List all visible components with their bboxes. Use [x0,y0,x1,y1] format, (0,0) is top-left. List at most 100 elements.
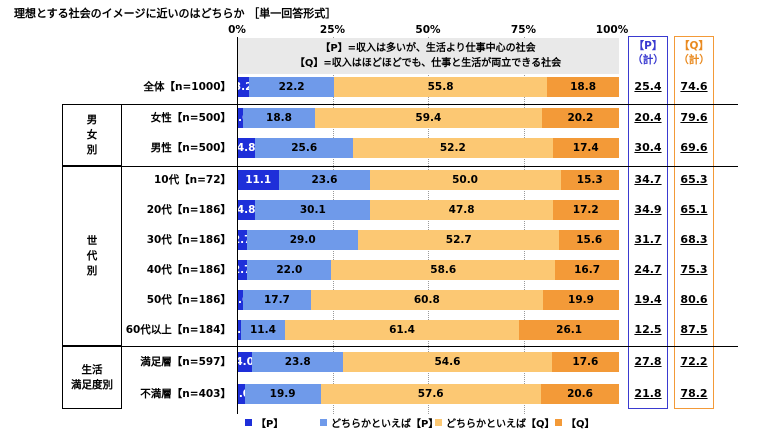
p-total-value: 20.4 [634,111,662,124]
axis-tick-100: 100% [595,24,629,36]
axis-line [237,37,238,414]
axis-tick-50: 50% [415,24,441,36]
bar-segment-lean-p: 22.0 [247,260,332,280]
p-total-value: 27.8 [634,355,662,368]
q-total-value: 65.3 [680,173,708,186]
data-label: 15.3 [576,174,603,186]
data-label: 47.8 [448,204,475,216]
bar-segment-q: 17.6 [551,352,619,372]
data-label: 23.8 [284,356,311,368]
row-label: 不満層【n=403】 [140,388,231,400]
data-label: 16.7 [574,264,601,276]
legend-swatch [320,419,327,426]
legend-label: どちらかといえば【P】 [331,419,439,430]
bar-segment-q: 17.2 [552,200,619,220]
data-label: 57.6 [417,388,444,400]
bar-segment-lean-p: 30.1 [255,200,371,220]
q-total-value: 72.2 [680,355,708,368]
separator-2 [62,166,738,167]
bar-segment-lean-p: 19.9 [244,384,321,404]
gridline-50 [428,37,429,414]
data-label: 23.6 [311,174,338,186]
bar-segment-q: 15.6 [559,230,619,250]
bar-segment-p: 2.0 [232,384,250,404]
data-label: 29.0 [289,234,316,246]
row-label: 男性【n=500】 [150,142,231,154]
separator-3 [62,346,738,347]
bar-segment-q: 17.4 [552,138,619,158]
data-label: 55.8 [427,81,454,93]
q-total-value: 65.1 [680,203,708,216]
bar-segment-lean-p: 23.6 [279,170,370,190]
legend-item-q: 【Q】 [555,415,595,430]
p-total-header-line1: 【P】 [633,40,663,52]
row-label: 全体【n=1000】 [143,81,232,93]
data-label: 54.6 [434,356,461,368]
legend-item-lean-q: どちらかといえば【Q】 [435,415,555,430]
bar-segment-q: 15.3 [560,170,619,190]
data-label: 3.2 [233,81,253,93]
q-total-value: 74.6 [680,80,708,93]
data-label: 58.6 [430,264,457,276]
separator-1 [62,104,738,105]
p-total-value: 25.4 [634,80,662,93]
axis-tick-75: 75% [510,24,537,36]
bar-segment-lean-p: 11.4 [241,320,285,340]
axis-tick-25: 25% [319,24,346,36]
bar-segment-lean-p: 23.8 [252,352,344,372]
legend-label: 【Q】 [566,419,595,430]
row-label: 30代【n=186】 [146,234,231,246]
definition-box: 【P】=収入は多いが、生活より仕事中心の社会 【Q】=収入はほどほどでも、仕事と… [237,38,619,74]
definition-q: 【Q】=収入はほどほどでも、仕事と生活が両立できる社会 [294,58,562,69]
bar-segment-lean-p: 25.6 [255,138,354,158]
group-label-line: 世 [86,234,98,247]
gridline-25 [332,37,334,414]
bar-segment-q: 19.9 [542,290,619,310]
data-label: 4.8 [236,142,256,154]
group-label-line: 代 [86,249,98,262]
group-label-line: 満足度別 [71,378,113,391]
data-label: 18.8 [266,112,292,124]
bar-segment-lean-p: 18.8 [243,108,315,128]
group-satisfaction: 生活 満足度別 [62,346,122,409]
data-label: 30.1 [299,204,326,216]
data-label: 60.8 [413,294,440,306]
legend-item-lean-p: どちらかといえば【P】 [320,415,438,430]
bar-segment-lean-q: 61.4 [284,320,520,340]
bar-segment-q: 16.7 [555,260,619,280]
q-total-value: 87.5 [680,323,708,336]
row-label: 女性【n=500】 [150,112,231,124]
data-label: 17.7 [263,294,290,306]
data-label: 17.4 [572,142,599,154]
legend-swatch [245,419,252,426]
p-total-value: 24.7 [634,263,662,276]
p-total-value: 19.4 [634,293,662,306]
data-label: 59.4 [415,112,442,124]
bar-segment-lean-p: 29.0 [247,230,359,250]
data-label: 26.1 [556,324,583,336]
p-total-header: 【P】 （計） [628,39,668,67]
bar-segment-p: 2.7 [233,230,251,250]
group-label-line: 別 [86,143,98,156]
data-label: 52.7 [445,234,472,246]
p-total-value: 34.9 [634,203,662,216]
bar-segment-lean-q: 50.0 [369,170,561,190]
bar-segment-lean-p: 17.7 [243,290,311,310]
bar-segment-lean-q: 57.6 [320,384,541,404]
axis-tick-0: 0% [228,24,246,36]
row-label: 10代【n=72】 [154,174,231,186]
bar-segment-p: 3.2 [234,77,252,97]
data-label: 11.4 [250,324,276,336]
data-label: 15.6 [576,234,603,246]
bar-segment-lean-q: 54.6 [343,352,552,372]
data-label: 22.0 [276,264,303,276]
bar-segment-q: 18.8 [547,77,619,97]
bar-segment-q: 20.6 [540,384,620,404]
data-label: 19.9 [568,294,594,306]
data-label: 17.6 [572,356,599,368]
data-label: 52.2 [439,142,466,154]
bar-segment-lean-q: 60.8 [310,290,543,310]
q-total-value: 68.3 [680,233,708,246]
data-label: 20.2 [567,112,594,124]
row-label: 40代【n=186】 [146,264,231,276]
